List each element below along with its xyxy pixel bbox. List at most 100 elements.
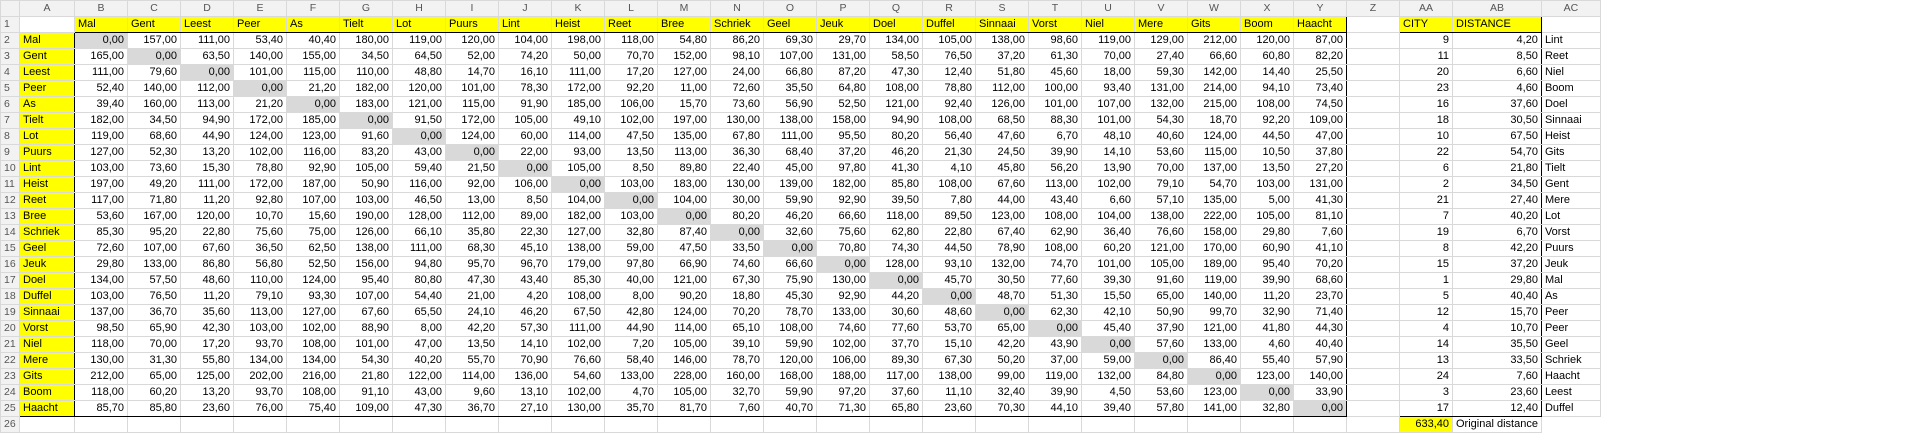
distance-cell[interactable]: 65,00 (1134, 288, 1188, 305)
row-city-label[interactable]: Reet (19, 192, 75, 209)
distance-cell[interactable]: 127,00 (286, 304, 340, 321)
distance-cell[interactable]: 45,80 (975, 160, 1029, 177)
distance-cell[interactable]: 46,20 (763, 208, 817, 225)
distance-cell[interactable]: 167,00 (127, 208, 181, 225)
distance-cell[interactable]: 32,40 (975, 384, 1029, 401)
distance-cell[interactable]: 37,20 (975, 48, 1029, 65)
distance-cell[interactable]: 75,60 (816, 224, 870, 241)
city-header-cell[interactable]: Lot (392, 16, 446, 33)
distance-cell[interactable]: 95,40 (339, 272, 393, 289)
distance-cell[interactable]: 228,00 (657, 368, 711, 385)
empty-cell[interactable] (657, 416, 711, 433)
route-distance[interactable]: 12,40 (1452, 400, 1542, 417)
distance-cell[interactable]: 158,00 (816, 112, 870, 129)
distance-cell[interactable]: 21,80 (339, 368, 393, 385)
distance-cell[interactable]: 55,40 (1240, 352, 1294, 369)
distance-cell[interactable]: 0,00 (657, 208, 711, 225)
distance-cell[interactable]: 85,80 (127, 400, 181, 417)
row-city-label[interactable]: Puurs (19, 144, 75, 161)
distance-cell[interactable]: 75,00 (286, 224, 340, 241)
distance-cell[interactable]: 133,00 (1187, 336, 1241, 353)
distance-cell[interactable]: 103,00 (604, 176, 658, 193)
column-header-g[interactable]: G (339, 0, 393, 17)
distance-cell[interactable]: 44,20 (869, 288, 923, 305)
row-header-22[interactable]: 22 (0, 352, 20, 369)
distance-cell[interactable]: 97,80 (604, 256, 658, 273)
distance-cell[interactable]: 93,10 (922, 256, 976, 273)
distance-cell[interactable]: 133,00 (127, 256, 181, 273)
distance-cell[interactable]: 105,00 (339, 160, 393, 177)
distance-cell[interactable]: 30,00 (710, 192, 764, 209)
distance-cell[interactable]: 29,80 (1240, 224, 1294, 241)
distance-cell[interactable]: 18,80 (710, 288, 764, 305)
distance-cell[interactable]: 92,00 (445, 176, 499, 193)
route-city-index[interactable]: 4 (1399, 320, 1453, 337)
distance-cell[interactable]: 13,50 (604, 144, 658, 161)
empty-cell[interactable] (1346, 192, 1400, 209)
distance-cell[interactable]: 0,00 (392, 128, 446, 145)
distance-cell[interactable]: 113,00 (1028, 176, 1082, 193)
distance-cell[interactable]: 78,70 (763, 304, 817, 321)
distance-cell[interactable]: 120,00 (392, 80, 446, 97)
city-column-header[interactable]: CITY (1399, 16, 1453, 33)
distance-cell[interactable]: 95,20 (127, 224, 181, 241)
empty-cell[interactable] (286, 416, 340, 433)
distance-cell[interactable]: 118,00 (74, 336, 128, 353)
distance-cell[interactable]: 64,50 (392, 48, 446, 65)
distance-cell[interactable]: 60,20 (1081, 240, 1135, 257)
distance-cell[interactable]: 130,00 (74, 352, 128, 369)
distance-cell[interactable]: 108,00 (922, 176, 976, 193)
distance-cell[interactable]: 54,30 (1134, 112, 1188, 129)
distance-cell[interactable]: 134,00 (869, 32, 923, 49)
distance-cell[interactable]: 21,30 (922, 144, 976, 161)
row-header-8[interactable]: 8 (0, 128, 20, 145)
distance-cell[interactable]: 11,20 (1240, 288, 1294, 305)
route-city-index[interactable]: 3 (1399, 384, 1453, 401)
distance-cell[interactable]: 95,70 (445, 256, 499, 273)
distance-cell[interactable]: 116,00 (286, 144, 340, 161)
distance-cell[interactable]: 27,20 (1293, 160, 1347, 177)
distance-cell[interactable]: 89,00 (498, 208, 552, 225)
row-header-7[interactable]: 7 (0, 112, 20, 129)
distance-cell[interactable]: 120,00 (1240, 32, 1294, 49)
row-city-label[interactable]: Niel (19, 336, 75, 353)
distance-cell[interactable]: 141,00 (1187, 400, 1241, 417)
distance-cell[interactable]: 103,00 (339, 192, 393, 209)
distance-cell[interactable]: 47,00 (1293, 128, 1347, 145)
distance-cell[interactable]: 138,00 (763, 112, 817, 129)
distance-cell[interactable]: 115,00 (1187, 144, 1241, 161)
route-city-index[interactable]: 16 (1399, 96, 1453, 113)
distance-cell[interactable]: 36,40 (1081, 224, 1135, 241)
distance-cell[interactable]: 76,60 (551, 352, 605, 369)
row-city-label[interactable]: Gits (19, 368, 75, 385)
distance-cell[interactable]: 43,90 (1028, 336, 1082, 353)
distance-column-header[interactable]: DISTANCE (1452, 16, 1542, 33)
distance-cell[interactable]: 47,00 (392, 336, 446, 353)
distance-cell[interactable]: 140,00 (1293, 368, 1347, 385)
distance-cell[interactable]: 4,10 (922, 160, 976, 177)
empty-cell[interactable] (1346, 112, 1400, 129)
empty-cell[interactable] (1346, 368, 1400, 385)
row-header-24[interactable]: 24 (0, 384, 20, 401)
distance-cell[interactable]: 91,90 (498, 96, 552, 113)
distance-cell[interactable]: 77,60 (869, 320, 923, 337)
distance-cell[interactable]: 70,20 (710, 304, 764, 321)
distance-cell[interactable]: 107,00 (339, 288, 393, 305)
distance-cell[interactable]: 0,00 (74, 32, 128, 49)
distance-cell[interactable]: 48,60 (180, 272, 234, 289)
column-header-q[interactable]: Q (869, 0, 923, 17)
distance-cell[interactable]: 88,30 (1028, 112, 1082, 129)
empty-cell[interactable] (869, 416, 923, 433)
distance-cell[interactable]: 0,00 (339, 112, 393, 129)
distance-cell[interactable]: 124,00 (445, 128, 499, 145)
distance-cell[interactable]: 158,00 (1187, 224, 1241, 241)
distance-cell[interactable]: 119,00 (1187, 272, 1241, 289)
distance-cell[interactable]: 57,50 (127, 272, 181, 289)
distance-cell[interactable]: 43,00 (392, 144, 446, 161)
city-header-cell[interactable]: Jeuk (816, 16, 870, 33)
empty-cell[interactable] (1346, 352, 1400, 369)
distance-cell[interactable]: 101,00 (233, 64, 287, 81)
column-header-s[interactable]: S (975, 0, 1029, 17)
distance-cell[interactable]: 98,10 (710, 48, 764, 65)
distance-cell[interactable]: 48,80 (392, 64, 446, 81)
